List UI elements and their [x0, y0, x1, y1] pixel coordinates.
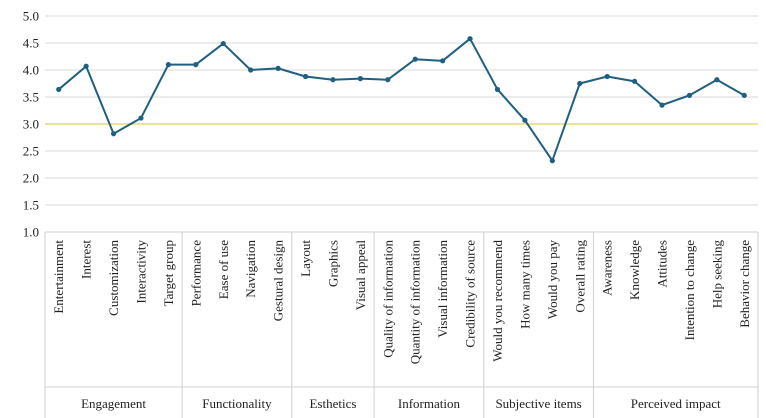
data-point: [357, 76, 363, 82]
x-tick-label: Ease of use: [216, 240, 231, 299]
data-point: [549, 158, 555, 164]
x-tick-label: Would you recommend: [490, 240, 505, 362]
group-label: Information: [398, 396, 461, 411]
x-tick-label: Quantity of information: [408, 240, 423, 365]
x-tick-label: Attitudes: [655, 240, 670, 288]
data-point: [330, 77, 336, 83]
y-tick-label: 4.0: [23, 63, 39, 78]
x-tick-label: Credibility of source: [463, 240, 478, 348]
data-point: [138, 115, 144, 121]
x-tick-label: Awareness: [600, 240, 615, 296]
group-label: Subjective items: [495, 396, 581, 411]
data-point: [302, 73, 309, 80]
x-tick-label: Intention to change: [682, 240, 697, 341]
data-point: [83, 63, 89, 69]
group-label: Engagement: [81, 396, 146, 411]
group-label: Functionality: [202, 396, 272, 411]
data-point: [714, 77, 720, 83]
y-tick-label: 1.5: [23, 198, 39, 213]
data-point: [385, 77, 391, 83]
data-point: [686, 92, 693, 98]
x-tick-label: Layout: [298, 240, 313, 277]
x-tick-label: Quality of information: [380, 240, 395, 358]
data-point: [741, 92, 747, 98]
data-point: [440, 58, 446, 64]
data-point: [165, 62, 172, 68]
y-tick-label: 2.5: [23, 144, 39, 159]
data-point: [577, 80, 583, 87]
x-tick-label: How many times: [517, 240, 532, 329]
data-point: [275, 65, 281, 71]
x-tick-label: Visual information: [435, 240, 450, 338]
data-point: [56, 86, 62, 93]
data-point: [193, 62, 199, 68]
x-tick-label: Help seeking: [709, 240, 724, 309]
x-tick-label: Performance: [188, 240, 203, 307]
x-tick-label: Navigation: [243, 240, 258, 298]
data-point: [522, 117, 528, 123]
x-tick-label: Overall rating: [572, 240, 587, 313]
x-tick-label: Customization: [106, 240, 121, 316]
x-tick-label: Entertainment: [51, 240, 66, 314]
data-point: [659, 102, 665, 108]
x-tick-label: Interest: [79, 240, 94, 279]
series-line: [58, 37, 745, 162]
data-point: [467, 36, 473, 42]
y-tick-label: 4.5: [23, 36, 39, 51]
x-tick-label: Visual appeal: [353, 240, 368, 311]
y-tick-label: 3.5: [23, 90, 39, 105]
x-tick-label: Would you pay: [545, 240, 560, 320]
x-tick-label: Graphics: [325, 240, 340, 287]
data-point: [604, 73, 610, 80]
data-point: [412, 56, 418, 62]
x-tick-label: Target group: [161, 240, 176, 306]
data-point: [220, 40, 226, 47]
group-label: Perceived impact: [631, 396, 721, 411]
data-point: [494, 86, 501, 93]
x-tick-label: Interactivity: [133, 240, 148, 304]
y-tick-label: 5.0: [23, 9, 39, 24]
data-point: [631, 78, 638, 84]
data-point: [110, 131, 117, 137]
y-tick-label: 1.0: [23, 225, 39, 240]
data-point: [248, 67, 254, 73]
x-tick-label: Behavior change: [737, 240, 752, 328]
x-tick-label: Gestural design: [271, 240, 286, 322]
y-tick-label: 2.0: [23, 171, 39, 186]
x-tick-label: Knowledge: [627, 240, 642, 300]
y-tick-label: 3.0: [23, 117, 39, 132]
group-label: Esthetics: [309, 396, 356, 411]
